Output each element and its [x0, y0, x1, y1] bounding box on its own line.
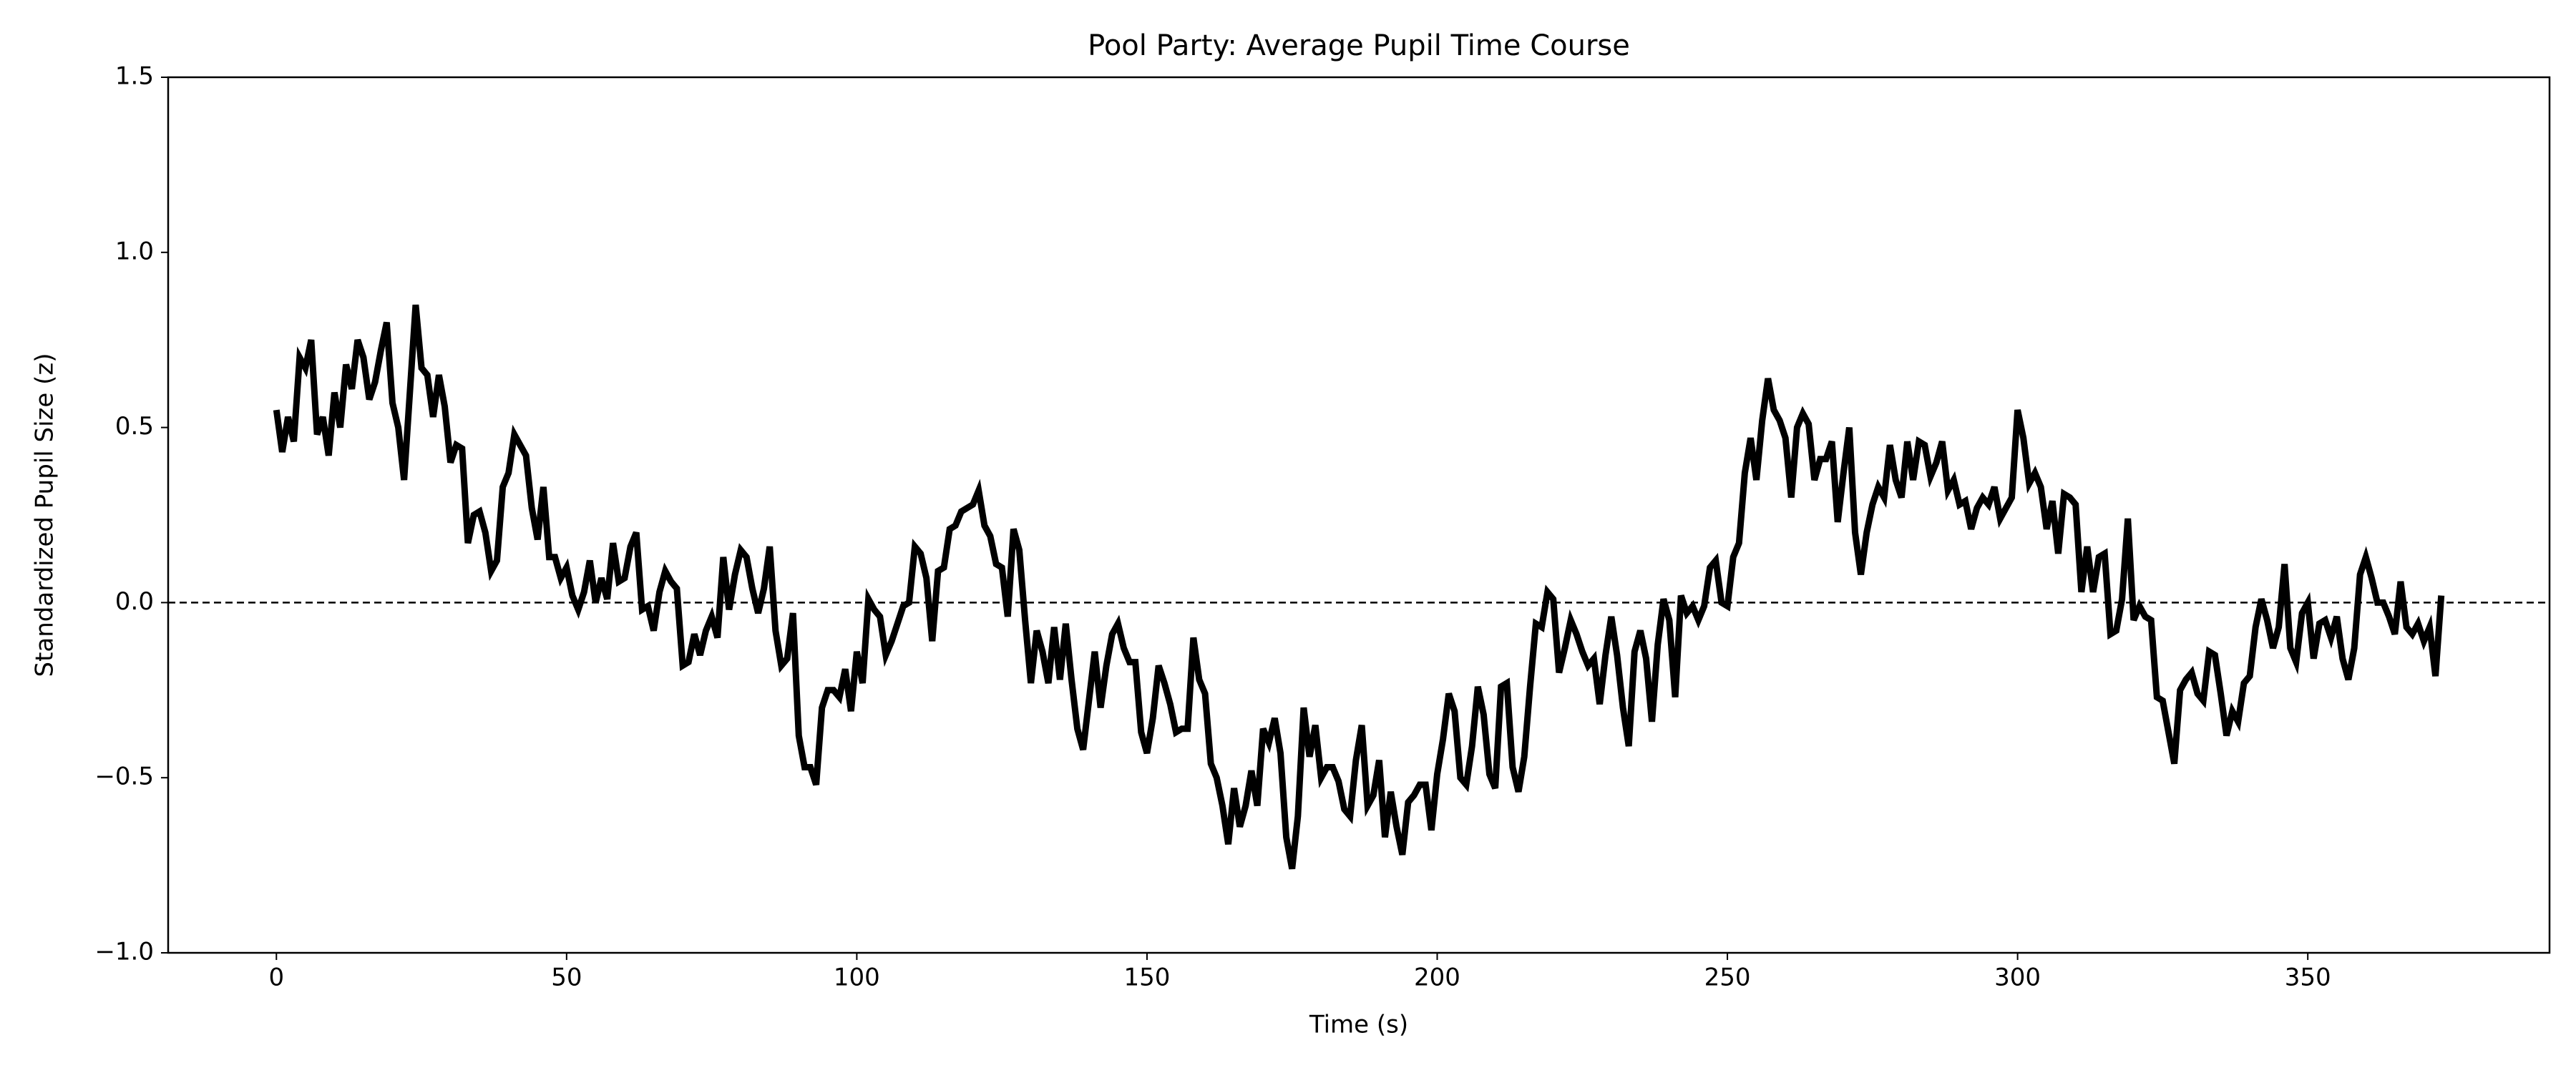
- data-line: [273, 304, 2445, 870]
- x-axis-label: Time (s): [1309, 1011, 1408, 1039]
- x-tick-label: 100: [834, 964, 880, 992]
- y-tick-label: 0.0: [115, 587, 154, 616]
- chart-title: Pool Party: Average Pupil Time Course: [1088, 29, 1630, 62]
- x-tick-label: 200: [1414, 964, 1460, 992]
- y-axis-label: Standardized Pupil Size (z): [31, 353, 59, 677]
- y-tick-label: −1.0: [94, 938, 154, 966]
- y-tick-label: 1.0: [115, 237, 154, 265]
- x-tick-label: 150: [1123, 964, 1170, 992]
- x-tick-label: 250: [1704, 964, 1751, 992]
- x-tick-label: 300: [1994, 964, 2041, 992]
- x-tick-label: 350: [2285, 964, 2331, 992]
- x-tick-label: 0: [268, 964, 284, 992]
- plot-frame: [167, 76, 2551, 954]
- y-tick-label: 1.5: [115, 62, 154, 91]
- y-tick-label: 0.5: [115, 412, 154, 441]
- y-tick-label: −0.5: [94, 763, 154, 791]
- x-tick-label: 50: [551, 964, 582, 992]
